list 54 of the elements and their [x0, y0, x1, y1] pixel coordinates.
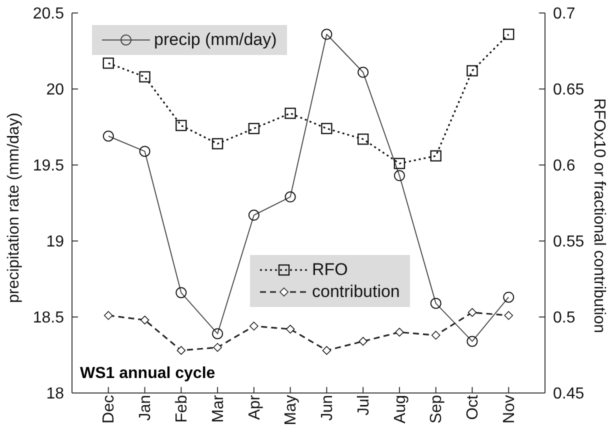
point	[466, 65, 478, 76]
y-tick-label: 18.5	[32, 310, 64, 327]
x-tick-label: Dec	[100, 395, 118, 424]
point	[286, 324, 295, 334]
x-tick-label: Apr	[246, 394, 264, 420]
point	[284, 108, 296, 119]
point	[503, 28, 514, 40]
point	[176, 346, 186, 355]
x-tick-label: Jul	[355, 395, 372, 416]
x-tick-label: Nov	[500, 395, 518, 424]
y-axis-title: precipitation rate (mm/day)	[6, 112, 23, 303]
y2-tick-label: 0.5	[553, 310, 576, 327]
y2-tick-label: 0.65	[553, 82, 584, 99]
point	[430, 150, 442, 162]
point	[212, 138, 224, 150]
point	[431, 330, 440, 340]
y2-axis-title: RFOx10 or fractional contribution	[590, 98, 608, 333]
point	[102, 58, 114, 69]
point	[139, 71, 150, 82]
x-tick-label: Feb	[174, 394, 191, 423]
x-tick-label: Jun	[319, 395, 336, 421]
legend-label: contribution	[312, 281, 400, 303]
point	[213, 343, 222, 352]
x-tick-label: Oct	[464, 394, 482, 420]
x-tick-label: Jan	[137, 395, 154, 421]
y-tick-label: 20	[46, 82, 64, 99]
y-tick-label: 18	[46, 386, 64, 403]
y2-tick-label: 0.45	[553, 386, 584, 403]
y-tick-label: 19	[46, 234, 64, 251]
point	[321, 122, 332, 134]
point	[468, 308, 477, 317]
point	[358, 336, 368, 346]
x-tick-label: Sep	[428, 394, 446, 424]
legend-label: precip (mm/day)	[154, 29, 277, 51]
x-tick-label: May	[282, 395, 300, 426]
point	[176, 120, 187, 132]
x-tick-label: Aug	[392, 395, 409, 424]
legend-label: RFO	[312, 259, 348, 281]
y-tick-label: 20.5	[32, 6, 64, 23]
point	[140, 316, 150, 324]
point	[322, 346, 332, 355]
point	[504, 311, 514, 320]
x-tick-label: Mar	[210, 394, 227, 423]
point	[395, 328, 404, 337]
point	[104, 311, 113, 320]
point	[357, 134, 369, 145]
y2-tick-label: 0.55	[553, 234, 584, 251]
y2-tick-label: 0.6	[553, 158, 576, 175]
y2-tick-label: 0.7	[553, 6, 576, 23]
point	[394, 158, 406, 170]
text: WS1 annual cycle	[80, 365, 216, 383]
point	[248, 122, 260, 134]
point	[250, 322, 258, 331]
y-tick-label: 19.5	[32, 158, 64, 175]
